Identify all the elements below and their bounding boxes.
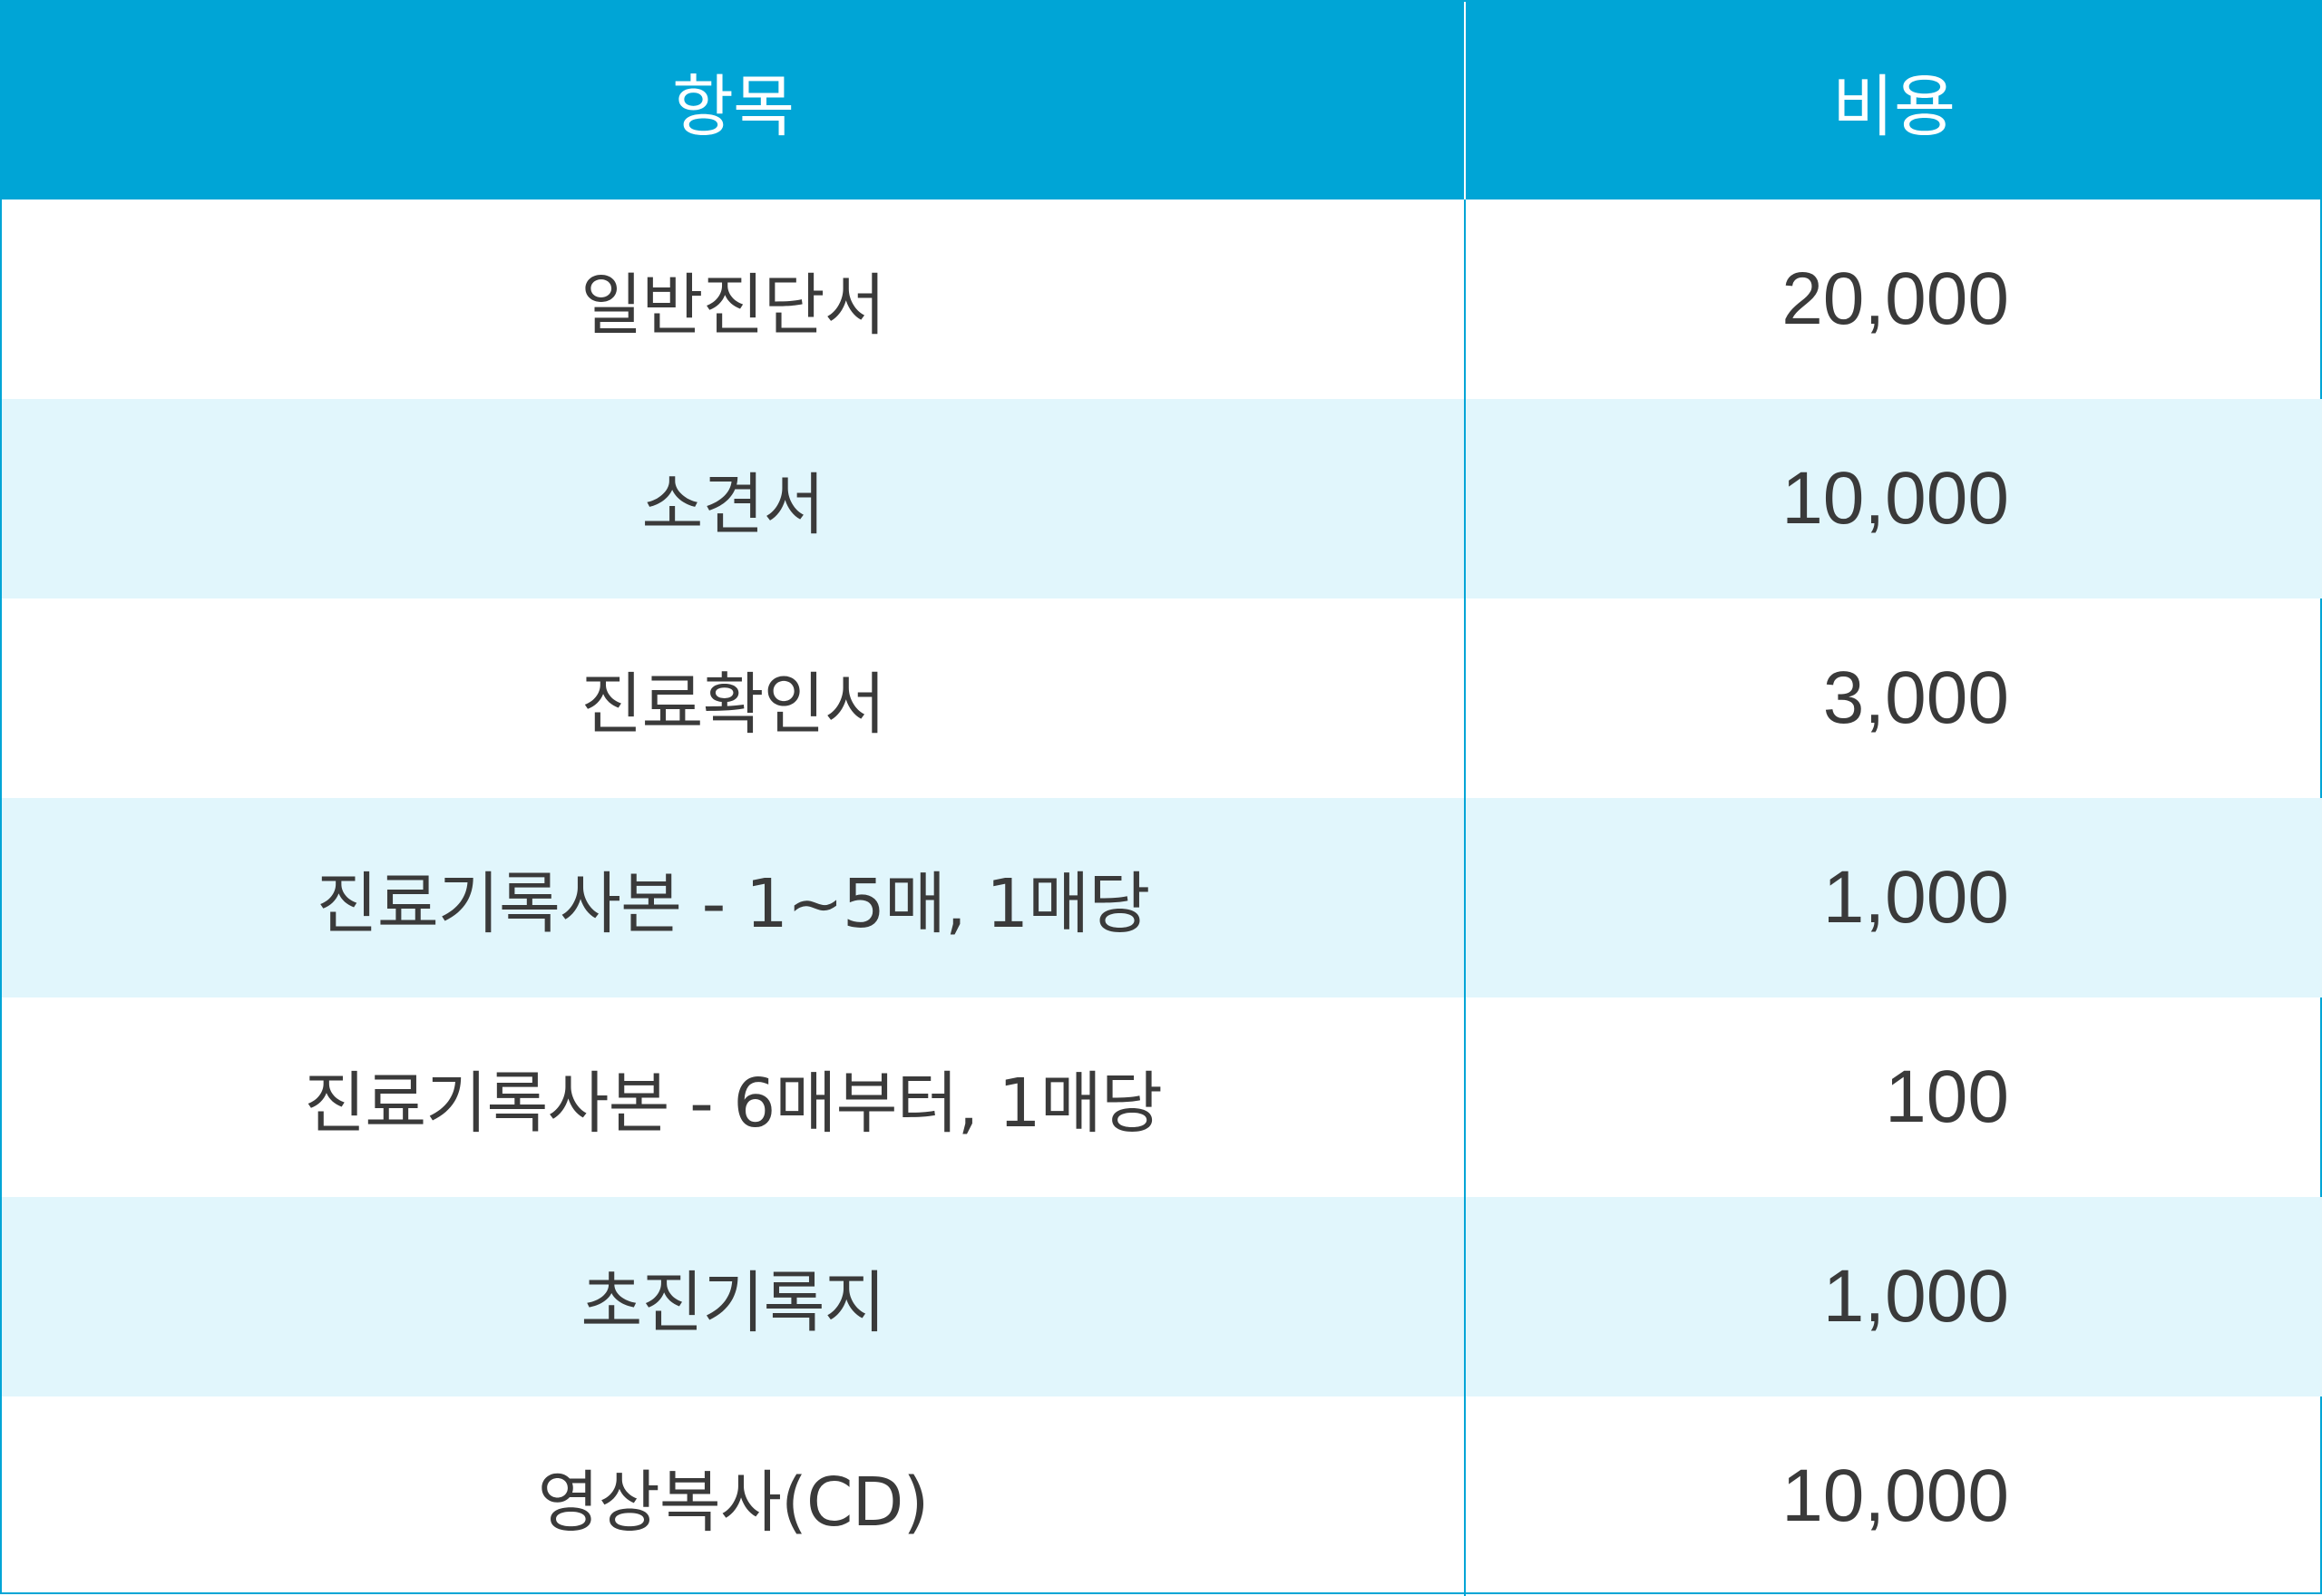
row-item-name: 진료기록사본 - 6매부터, 1매당: [2, 998, 1466, 1197]
row-item-name: 초진기록지: [2, 1197, 1466, 1396]
row-item-name: 진료확인서: [2, 598, 1466, 798]
row-item-cost: 10,000: [1781, 1455, 2009, 1537]
row-item-name: 영상복사(CD): [2, 1396, 1466, 1596]
row-item-cost: 1,000: [1466, 1197, 2322, 1396]
row-item-name: 일반진단서: [2, 200, 1466, 399]
row-item-cost: 100: [1885, 1056, 2009, 1138]
row-item-cost: 1,000: [1466, 798, 2322, 998]
row-item-name: 소견서: [2, 399, 1466, 598]
row-item-cost: 20,000: [1781, 258, 2009, 340]
header-item: 항목: [2, 2, 1466, 200]
row-item-cost: 3,000: [1822, 657, 2009, 739]
row-item-name: 진료기록사본 - 1∼5매, 1매당: [2, 798, 1466, 998]
header-cost: 비용: [1466, 2, 2322, 200]
row-item-cost: 10,000: [1466, 399, 2322, 598]
